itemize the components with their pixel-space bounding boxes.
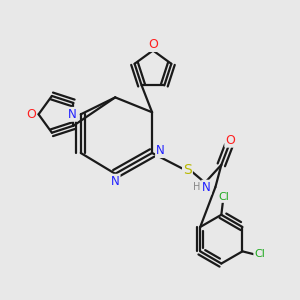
- Text: O: O: [26, 108, 36, 121]
- Text: N: N: [202, 181, 211, 194]
- Text: S: S: [183, 163, 192, 177]
- Text: Cl: Cl: [254, 249, 265, 259]
- Text: N: N: [156, 144, 165, 157]
- Text: N: N: [68, 108, 77, 121]
- Text: Cl: Cl: [218, 192, 229, 202]
- Text: H: H: [193, 182, 200, 192]
- Text: O: O: [148, 38, 158, 51]
- Text: O: O: [225, 134, 235, 147]
- Text: N: N: [111, 175, 120, 188]
